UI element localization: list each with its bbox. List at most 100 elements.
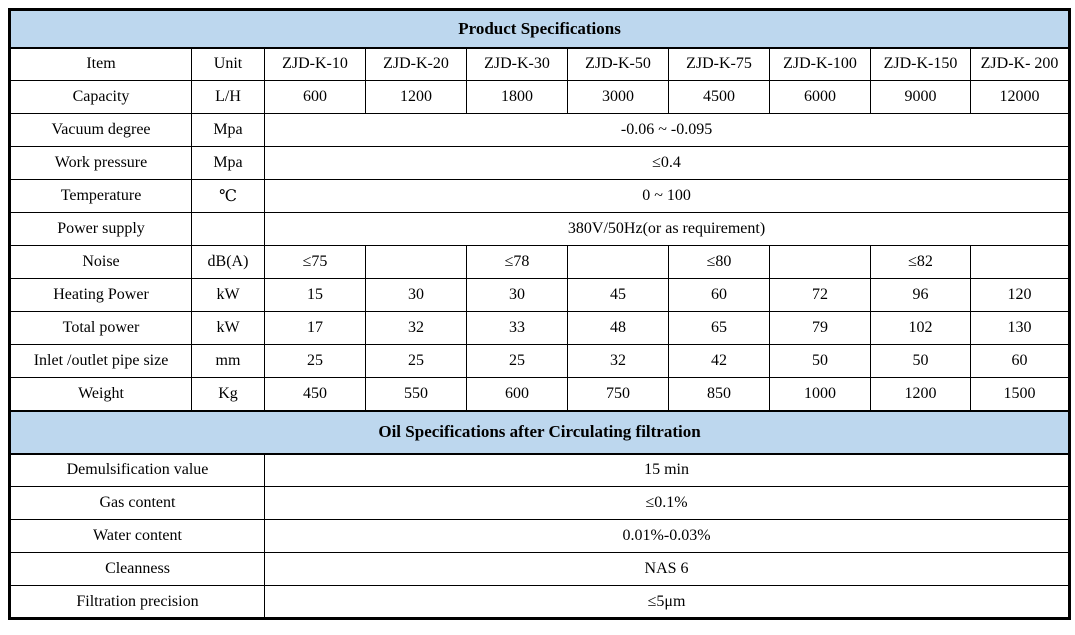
filtration-precision-row: Filtration precision ≤5μm xyxy=(9,585,1071,619)
vacuum-degree-row: Vacuum degree Mpa -0.06 ~ -0.095 xyxy=(9,113,1071,147)
row-label: Filtration precision xyxy=(9,585,265,619)
cleanness-row: Cleanness NAS 6 xyxy=(9,552,1071,586)
column-header-row: Item Unit ZJD-K-10 ZJD-K-20 ZJD-K-30 ZJD… xyxy=(9,47,1071,81)
cell: 9000 xyxy=(870,80,971,114)
row-unit: kW xyxy=(191,311,265,345)
cell xyxy=(769,245,871,279)
cell: 25 xyxy=(466,344,568,378)
row-label: Cleanness xyxy=(9,552,265,586)
cell: 1000 xyxy=(769,377,871,411)
header-model: ZJD-K- 200 xyxy=(969,47,1071,81)
cell: 1500 xyxy=(969,377,1071,411)
cell: 1200 xyxy=(870,377,971,411)
pipe-size-row: Inlet /outlet pipe size mm 25 25 25 32 4… xyxy=(9,344,1071,378)
row-label: Inlet /outlet pipe size xyxy=(9,344,192,378)
row-unit: Mpa xyxy=(191,113,265,147)
demulsification-row: Demulsification value 15 min xyxy=(9,453,1071,487)
cell xyxy=(567,245,669,279)
heating-power-row: Heating Power kW 15 30 30 45 60 72 96 12… xyxy=(9,278,1071,312)
cell: 15 xyxy=(264,278,366,312)
merged-value-cell: NAS 6 xyxy=(263,552,1071,586)
cell: 32 xyxy=(567,344,669,378)
cell: 120 xyxy=(969,278,1071,312)
header-model: ZJD-K-10 xyxy=(264,47,366,81)
power-supply-row: Power supply 380V/50Hz(or as requirement… xyxy=(9,212,1071,246)
cell: 102 xyxy=(870,311,971,345)
header-model: ZJD-K-100 xyxy=(769,47,871,81)
cell: 50 xyxy=(870,344,971,378)
header-model: ZJD-K-150 xyxy=(870,47,971,81)
merged-value-cell: 15 min xyxy=(263,453,1071,487)
cell: 750 xyxy=(567,377,669,411)
product-section-title: Product Specifications xyxy=(8,8,1071,49)
capacity-row: Capacity L/H 600 1200 1800 3000 4500 600… xyxy=(9,80,1071,114)
merged-value-cell: ≤0.4 xyxy=(263,146,1071,180)
oil-section-title: Oil Specifications after Circulating fil… xyxy=(8,409,1071,455)
total-power-row: Total power kW 17 32 33 48 65 79 102 130 xyxy=(9,311,1071,345)
row-unit: Kg xyxy=(191,377,265,411)
work-pressure-row: Work pressure Mpa ≤0.4 xyxy=(9,146,1071,180)
row-unit xyxy=(191,212,265,246)
cell xyxy=(969,245,1071,279)
cell: 25 xyxy=(264,344,366,378)
merged-value-cell: ≤0.1% xyxy=(263,486,1071,520)
cell: 450 xyxy=(264,377,366,411)
gas-content-row: Gas content ≤0.1% xyxy=(9,486,1071,520)
cell: 32 xyxy=(365,311,467,345)
cell: 4500 xyxy=(668,80,770,114)
cell: 60 xyxy=(668,278,770,312)
row-unit: kW xyxy=(191,278,265,312)
cell: 3000 xyxy=(567,80,669,114)
cell: 30 xyxy=(466,278,568,312)
row-label: Vacuum degree xyxy=(9,113,192,147)
row-label: Gas content xyxy=(9,486,265,520)
header-model: ZJD-K-30 xyxy=(466,47,568,81)
cell: 1800 xyxy=(466,80,568,114)
merged-value-cell: -0.06 ~ -0.095 xyxy=(263,113,1071,147)
weight-row: Weight Kg 450 550 600 750 850 1000 1200 … xyxy=(9,377,1071,411)
cell: 45 xyxy=(567,278,669,312)
row-label: Total power xyxy=(9,311,192,345)
cell: 33 xyxy=(466,311,568,345)
cell: 42 xyxy=(668,344,770,378)
cell: 17 xyxy=(264,311,366,345)
cell: ≤80 xyxy=(668,245,770,279)
header-item: Item xyxy=(9,47,192,81)
cell: 850 xyxy=(668,377,770,411)
row-label: Noise xyxy=(9,245,192,279)
cell: 50 xyxy=(769,344,871,378)
row-label: Heating Power xyxy=(9,278,192,312)
merged-value-cell: 380V/50Hz(or as requirement) xyxy=(263,212,1071,246)
cell: 600 xyxy=(264,80,366,114)
row-label: Water content xyxy=(9,519,265,553)
row-label: Work pressure xyxy=(9,146,192,180)
row-unit: Mpa xyxy=(191,146,265,180)
cell: 65 xyxy=(668,311,770,345)
merged-value-cell: 0.01%-0.03% xyxy=(263,519,1071,553)
cell: 550 xyxy=(365,377,467,411)
row-unit: mm xyxy=(191,344,265,378)
cell: ≤82 xyxy=(870,245,971,279)
cell: 130 xyxy=(969,311,1071,345)
cell: 12000 xyxy=(969,80,1071,114)
temperature-row: Temperature ℃ 0 ~ 100 xyxy=(9,179,1071,213)
header-model: ZJD-K-50 xyxy=(567,47,669,81)
cell: 6000 xyxy=(769,80,871,114)
header-model: ZJD-K-20 xyxy=(365,47,467,81)
cell: 48 xyxy=(567,311,669,345)
cell: ≤78 xyxy=(466,245,568,279)
cell xyxy=(365,245,467,279)
row-unit: L/H xyxy=(191,80,265,114)
cell: 60 xyxy=(969,344,1071,378)
cell: 1200 xyxy=(365,80,467,114)
cell: ≤75 xyxy=(264,245,366,279)
cell: 72 xyxy=(769,278,871,312)
row-label: Weight xyxy=(9,377,192,411)
cell: 30 xyxy=(365,278,467,312)
cell: 25 xyxy=(365,344,467,378)
cell: 600 xyxy=(466,377,568,411)
header-model: ZJD-K-75 xyxy=(668,47,770,81)
row-label: Power supply xyxy=(9,212,192,246)
noise-row: Noise dB(A) ≤75 ≤78 ≤80 ≤82 xyxy=(9,245,1071,279)
cell: 79 xyxy=(769,311,871,345)
